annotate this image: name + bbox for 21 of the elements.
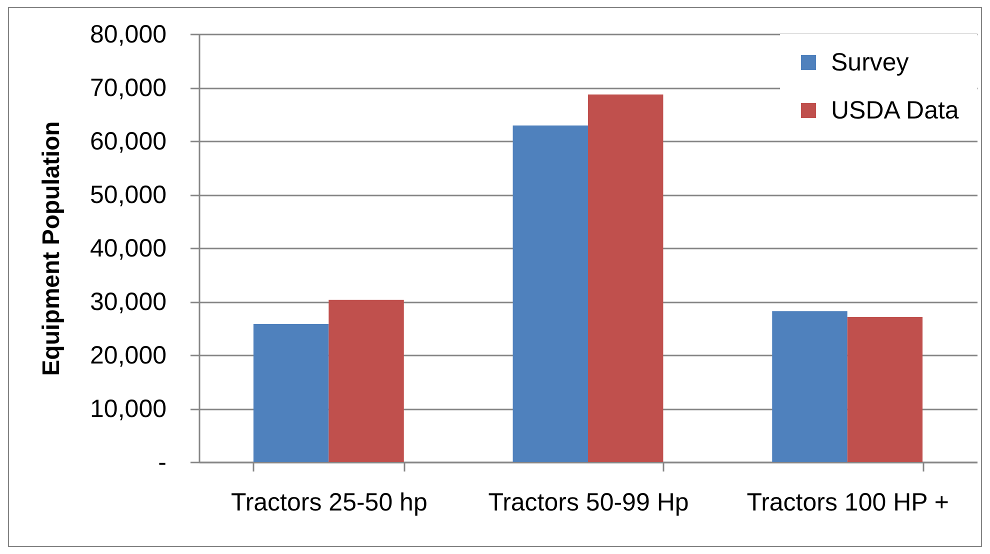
y-tick-label: 80,000 [90,20,166,48]
y-tick-label: 70,000 [90,74,166,102]
legend-label: Survey [831,48,910,76]
y-tick-label: 30,000 [90,288,166,316]
y-tick-label: 20,000 [90,342,166,370]
x-tick-label: Tractors 50-99 Hp [488,488,689,516]
y-tick-label: 40,000 [90,234,166,262]
x-tick-label: Tractors 25-50 hp [230,488,428,516]
bar [253,324,329,462]
bar [588,94,664,462]
bar [847,317,923,462]
y-axis-title: Equipment Population [38,121,66,376]
legend-label: USDA Data [831,96,959,124]
y-tick-label: - [158,448,166,476]
bar [772,311,848,462]
bar [328,300,404,462]
x-tick-label: Tractors 100 HP + [746,488,949,516]
y-tick-label: 50,000 [90,181,166,209]
bar [512,125,588,462]
y-tick-label: 60,000 [90,128,166,156]
y-tick-label: 10,000 [90,395,166,423]
